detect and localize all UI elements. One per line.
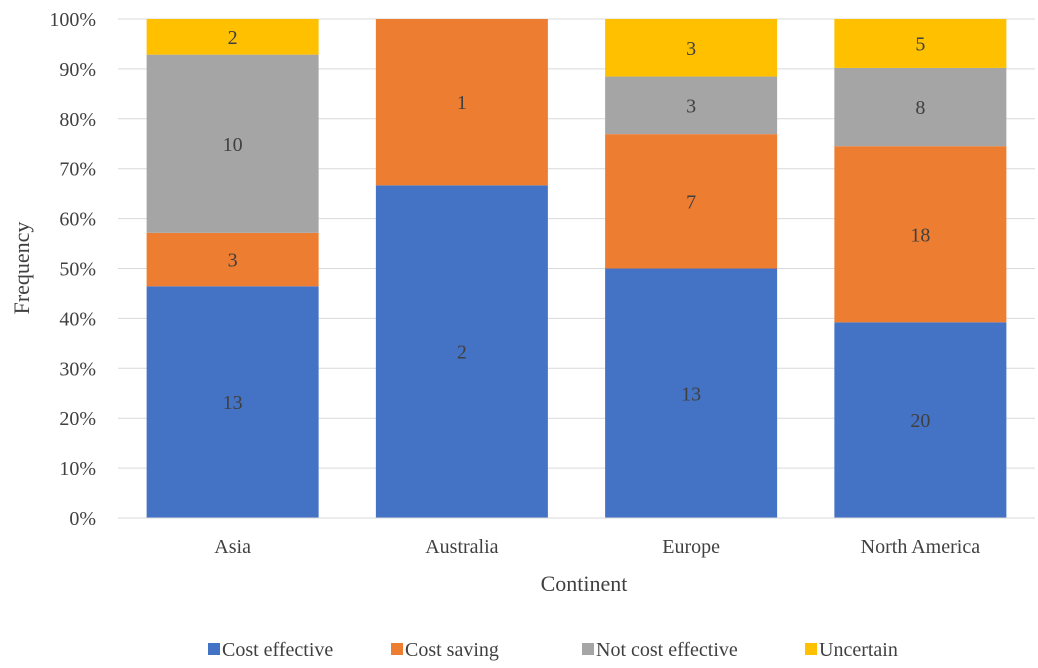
y-tick-label: 100% [49, 9, 96, 31]
legend-swatch [208, 643, 220, 655]
bar-segment [146, 19, 319, 55]
y-tick-label: 20% [59, 408, 96, 430]
legend: Cost effective Cost saving Not cost effect… [208, 639, 898, 661]
legend-swatch [805, 643, 817, 655]
data-label: 8 [915, 97, 925, 119]
bar-segment [834, 146, 1007, 323]
bar-segment [834, 19, 1007, 68]
bar-segment [375, 19, 548, 186]
bar-segment [605, 268, 778, 518]
bar-segment [834, 67, 1007, 147]
x-tick-label: North America [861, 536, 981, 558]
x-axis-title: Continent [541, 571, 628, 596]
x-tick-label: Europe [662, 536, 720, 558]
data-label: 2 [228, 27, 238, 49]
bar-segment [146, 54, 319, 233]
data-label: 1 [457, 92, 467, 114]
data-label: 5 [915, 33, 925, 55]
bar-segment [605, 134, 778, 269]
legend-label: Uncertain [819, 639, 898, 661]
x-axis-ticks: Asia Australia Europe North America [118, 517, 1035, 558]
x-tick-label: Australia [425, 536, 498, 558]
data-label: 2 [457, 342, 467, 364]
bar-segment [375, 185, 548, 519]
data-label: 13 [223, 392, 243, 414]
data-label: 7 [686, 191, 696, 213]
y-tick-label: 80% [59, 109, 96, 131]
y-axis-ticks: 0% 10% 20% 30% 40% 50% 60% 70% 80% 90% 100% [49, 9, 96, 530]
legend-label: Cost saving [405, 639, 499, 661]
bar-segment [146, 232, 319, 287]
legend-label: Cost effective [222, 639, 333, 661]
y-tick-label: 90% [59, 59, 96, 81]
bar-segment [605, 19, 778, 77]
y-axis-title: Frequency [9, 222, 34, 315]
legend-label: Not cost effective [596, 639, 738, 661]
data-label: 18 [910, 224, 930, 246]
bar-segment [834, 322, 1007, 518]
data-label: 20 [910, 410, 930, 432]
data-label: 10 [223, 134, 243, 156]
bar-segment [146, 286, 319, 518]
bars: 13 3 10 2 2 1 13 7 3 3 20 18 8 5 [146, 19, 1007, 519]
data-label: 3 [686, 38, 696, 60]
y-tick-label: 40% [59, 308, 96, 330]
bar-segment [605, 76, 778, 135]
legend-swatch [582, 643, 594, 655]
data-label: 3 [228, 250, 238, 272]
y-tick-label: 60% [59, 209, 96, 231]
y-tick-label: 50% [59, 259, 96, 281]
data-label: 13 [681, 383, 701, 405]
y-tick-label: 70% [59, 159, 96, 181]
y-tick-label: 10% [59, 458, 96, 480]
y-tick-label: 0% [69, 508, 96, 530]
legend-swatch [391, 643, 403, 655]
y-tick-label: 30% [59, 358, 96, 380]
x-tick-label: Asia [214, 536, 251, 558]
data-label: 3 [686, 95, 696, 117]
